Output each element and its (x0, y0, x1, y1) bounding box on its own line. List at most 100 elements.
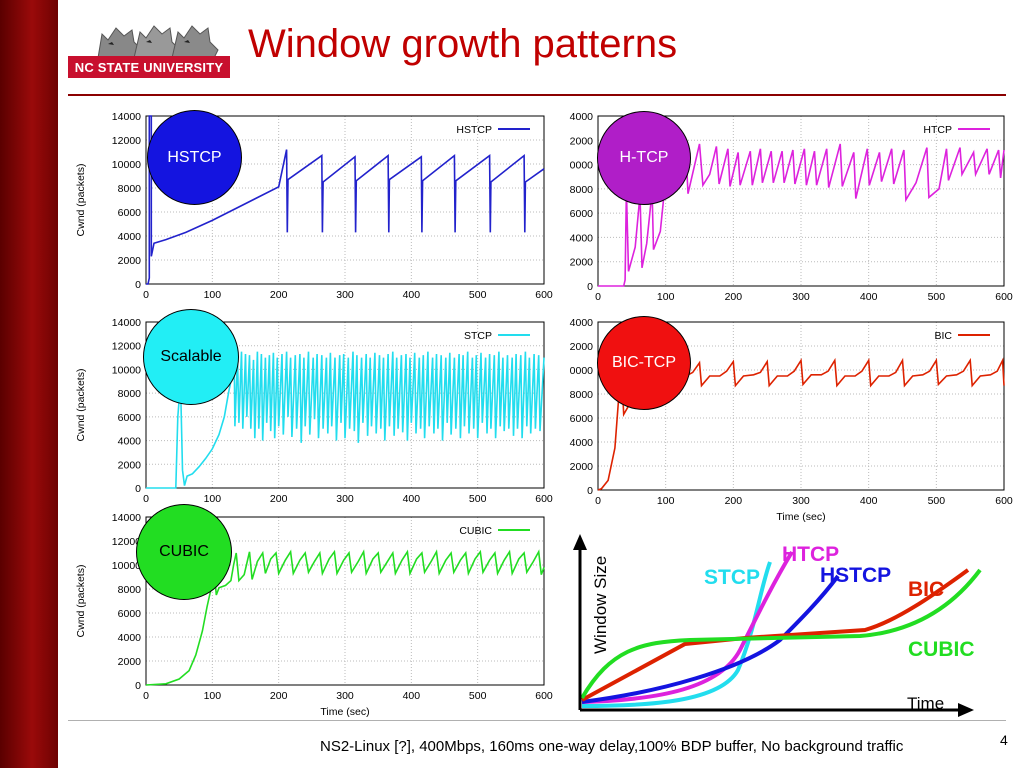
x-tick-label: 200 (270, 690, 288, 702)
legend-label: CUBIC (459, 525, 492, 537)
wolf-heads-icon (97, 25, 219, 59)
y-tick-label: 0000 (570, 160, 594, 172)
x-tick-label: 0 (143, 493, 149, 505)
x-tick-label: 300 (336, 690, 354, 702)
plot-frame (597, 115, 1005, 287)
x-tick-label: 100 (204, 690, 222, 702)
y-tick-label: 10000 (112, 364, 141, 376)
y-tick-label: 0 (587, 485, 593, 497)
y-tick-label: 4000 (570, 232, 594, 244)
series-line-cubic (580, 568, 982, 700)
x-tick-label: 100 (657, 291, 675, 302)
y-tick-label: 0 (135, 279, 141, 291)
y-tick-label: 10000 (112, 560, 141, 572)
series-line-cubic (145, 549, 545, 686)
x-tick-label: 200 (270, 493, 288, 505)
x-tick-label: 600 (535, 289, 553, 301)
series-line-htcp (598, 143, 1005, 287)
y-tick-label: 2000 (118, 255, 142, 267)
legend-label: BIC (934, 330, 952, 342)
y-tick-label: 8000 (118, 388, 142, 400)
x-tick-label: 500 (928, 495, 946, 507)
y-tick-label: 6000 (118, 207, 142, 219)
x-tick-label: 200 (270, 289, 288, 301)
x-tick-label: 500 (469, 493, 487, 505)
y-tick-label: 2000 (570, 257, 594, 269)
y-tick-label: 2000 (570, 461, 594, 473)
y-tick-label: 4000 (118, 231, 142, 243)
x-axis-label: Time (sec) (320, 706, 369, 718)
y-tick-label: 14000 (112, 512, 141, 524)
y-tick-label: 8000 (570, 389, 594, 401)
bubble-htcp: H-TCP (597, 111, 691, 205)
page-number: 4 (1000, 732, 1008, 748)
plot-frame (145, 115, 545, 285)
bubble-cubic: CUBIC (136, 504, 232, 600)
sidebar-band (0, 0, 58, 768)
footer-divider (68, 720, 1006, 721)
series-line-stcp (146, 351, 545, 489)
y-axis-label: Cwnd (packets) (75, 164, 87, 237)
y-tick-label: 4000 (118, 632, 142, 644)
y-tick-label: 4000 (570, 317, 594, 329)
series-label-cubic: CUBIC (908, 638, 975, 661)
bubble-scalable: Scalable (143, 309, 239, 405)
y-tick-label: 0000 (570, 365, 594, 377)
y-tick-label: 4000 (570, 437, 594, 449)
y-tick-label: 14000 (112, 317, 141, 329)
page-title: Window growth patterns (248, 22, 678, 66)
y-axis-label: Cwnd (packets) (75, 369, 87, 442)
series-line-bic (581, 568, 970, 702)
series-label-htcp: HTCP (782, 543, 839, 566)
x-tick-label: 0 (595, 495, 601, 507)
x-tick-label: 400 (860, 495, 878, 507)
series-line-hstcp (146, 115, 545, 285)
bubble-bic: BIC-TCP (597, 316, 691, 410)
footer-caption: NS2-Linux [?], 400Mbps, 160ms one-way de… (320, 738, 904, 755)
chart-hstcp: 0 100 200 300 400 500 600020004000600080001000… (75, 111, 553, 301)
x-tick-label: 100 (657, 495, 675, 507)
series-line-stcp (581, 561, 772, 708)
legend-label: HSTCP (456, 124, 492, 136)
y-tick-label: 2000 (570, 341, 594, 353)
legend-label: HTCP (923, 124, 952, 136)
y-tick-label: 10000 (112, 159, 141, 171)
y-tick-label: 2000 (118, 459, 142, 471)
x-tick-label: 300 (792, 495, 810, 507)
y-axis-label: Window Size (591, 556, 610, 654)
y-tick-label: 4000 (118, 436, 142, 448)
y-tick-label: 12000 (112, 135, 141, 147)
logo-text: NC STATE UNIVERSITY (68, 56, 230, 78)
series-line-hstcp (581, 574, 840, 704)
chart-htcp: 0 100 200 300 400 500 600020004000600080000000… (570, 111, 1013, 302)
x-tick-label: 500 (469, 289, 487, 301)
y-tick-label: 4000 (570, 111, 594, 123)
series-line-htcp (581, 550, 794, 704)
title-divider (68, 94, 1006, 96)
x-tick-label: 600 (995, 291, 1013, 302)
y-tick-label: 0 (587, 281, 593, 293)
chart-stcp: 0 100 200 300 400 500 600020004000600080001000… (75, 317, 553, 505)
x-tick-label: 500 (928, 291, 946, 302)
plot-frame (597, 321, 1005, 491)
y-axis-arrow-icon (573, 534, 587, 550)
x-tick-label: 400 (403, 690, 421, 702)
x-tick-label: 400 (403, 289, 421, 301)
y-tick-label: 6000 (118, 608, 142, 620)
university-logo: NC STATE UNIVERSITY (68, 20, 230, 80)
x-tick-label: 300 (336, 289, 354, 301)
x-axis-label: Time (sec) (776, 511, 825, 523)
plot-frame (145, 321, 545, 489)
x-tick-label: 0 (143, 690, 149, 702)
x-tick-label: 200 (725, 291, 743, 302)
y-tick-label: 14000 (112, 111, 141, 123)
x-axis-label: Time (907, 694, 944, 713)
y-tick-label: 8000 (570, 184, 594, 196)
x-axis-arrow-icon (958, 703, 974, 717)
x-tick-label: 500 (469, 690, 487, 702)
chart-window-growth-concept: Window Size Time STCP HTCP HSTCP BIC CUB… (573, 534, 982, 717)
y-tick-label: 12000 (112, 536, 141, 548)
y-tick-label: 6000 (570, 208, 594, 220)
y-tick-label: 6000 (118, 412, 142, 424)
x-tick-label: 600 (535, 690, 553, 702)
